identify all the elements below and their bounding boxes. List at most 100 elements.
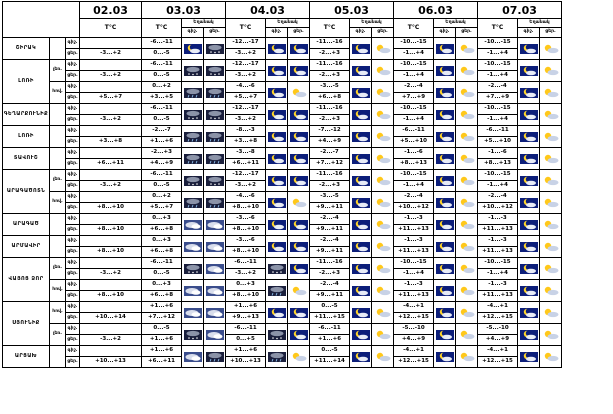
sun-cloud-icon bbox=[371, 235, 394, 258]
sun-cloud-icon bbox=[539, 125, 562, 148]
cloud-rain-icon bbox=[203, 81, 226, 104]
moon-cloud-icon bbox=[287, 213, 310, 236]
cloud-icon bbox=[203, 213, 226, 236]
temperature-cell: -3...-8 bbox=[225, 147, 266, 159]
temperature-cell: -2...+3 bbox=[309, 48, 350, 60]
cloud-icon bbox=[203, 323, 226, 346]
temperature-cell: -2...-4 bbox=[477, 191, 518, 203]
temperature-cell: -1...+4 bbox=[393, 180, 434, 192]
moon-cloud-icon bbox=[265, 37, 288, 60]
moon-cloud-icon bbox=[433, 103, 456, 126]
cloud-snow-icon bbox=[265, 257, 288, 280]
region-name: ԼՈՌԻ bbox=[2, 59, 50, 104]
temperature-cell: 0...+3 bbox=[141, 213, 182, 225]
temperature-cell: +7...+12 bbox=[141, 312, 182, 324]
cloud-snow-icon bbox=[203, 169, 226, 192]
temperature-cell: 0...-5 bbox=[141, 48, 182, 60]
temp-header: T°C bbox=[141, 18, 182, 38]
moon-cloud-icon bbox=[349, 81, 372, 104]
temperature-cell: +11...+15 bbox=[309, 312, 350, 324]
temperature-cell bbox=[79, 191, 142, 203]
temperature-cell: +12...+15 bbox=[393, 312, 434, 324]
temperature-cell: -4...+1 bbox=[393, 301, 434, 313]
temperature-cell: +7...+9 bbox=[393, 92, 434, 104]
temperature-cell: -10...-15 bbox=[477, 103, 518, 115]
weather-header: Եղանակ bbox=[181, 18, 226, 28]
temperature-cell: +3...+8 bbox=[79, 136, 142, 148]
time-of-day-label: ցեր. bbox=[65, 92, 80, 104]
temperature-cell: 0...-5 bbox=[309, 301, 350, 313]
time-of-day-label: ցեր. bbox=[65, 136, 80, 148]
day-header: ցեր. bbox=[203, 27, 226, 38]
temperature-cell bbox=[79, 147, 142, 159]
temperature-cell: +8...+10 bbox=[79, 202, 142, 214]
temperature-cell: -1...+4 bbox=[393, 70, 434, 82]
moon-cloud-icon bbox=[349, 103, 372, 126]
moon-cloud-icon bbox=[517, 235, 540, 258]
sun-cloud-icon bbox=[371, 81, 394, 104]
temperature-cell: -10...-15 bbox=[477, 37, 518, 49]
moon-cloud-icon bbox=[517, 301, 540, 324]
sun-cloud-icon bbox=[455, 169, 478, 192]
temperature-cell: 0...+2 bbox=[141, 191, 182, 203]
temperature-cell: -2...+3 bbox=[309, 268, 350, 280]
temperature-cell: -10...-15 bbox=[393, 257, 434, 269]
temperature-cell: +8...+10 bbox=[79, 290, 142, 302]
temperature-cell: +6...+11 bbox=[141, 356, 182, 368]
region-row: լեռ. գիշ. 0...-5 -6...-11 -6...-11 -5...-10 -5… bbox=[3, 323, 562, 346]
date-header: 03.03 bbox=[141, 1, 226, 19]
temperature-cell: -1...+4 bbox=[477, 114, 518, 126]
cloud-icon bbox=[181, 279, 204, 302]
temperature-cell: -3...+2 bbox=[225, 70, 266, 82]
moon-cloud-icon bbox=[349, 235, 372, 258]
moon-cloud-icon bbox=[349, 125, 372, 148]
moon-cloud-icon bbox=[349, 323, 372, 346]
temperature-cell: -3...+2 bbox=[79, 334, 142, 346]
temperature-cell: +3...+5 bbox=[141, 92, 182, 104]
region-row: հով. գիշ. 0...+2 -4...-6 -3...-5 -2...-4 -2...… bbox=[3, 191, 562, 214]
temperature-cell: +8...+10 bbox=[79, 246, 142, 258]
temperature-cell bbox=[79, 301, 142, 313]
moon-cloud-icon bbox=[433, 279, 456, 302]
sun-cloud-icon bbox=[371, 191, 394, 214]
region-row: ՏԱՎՈՒՇ գիշ. -2...+3 -3...-8 -2...-7 -1...-6 -1… bbox=[2, 147, 562, 170]
region-row: ԳԵՂԱՐՔՈՒՆԻՔ գիշ. -6...-11 -12...-17 -11...-1… bbox=[2, 103, 562, 126]
temperature-cell: -2...-7 bbox=[141, 125, 182, 137]
temperature-cell: +9...+11 bbox=[309, 224, 350, 236]
cloud-icon bbox=[203, 235, 226, 258]
terrain-label bbox=[49, 103, 66, 126]
time-of-day-label: ցեր. bbox=[65, 202, 80, 214]
time-of-day-label: գիշ. bbox=[65, 257, 80, 269]
temperature-cell: -2...-4 bbox=[309, 235, 350, 247]
header-corner bbox=[2, 1, 80, 38]
temperature-cell bbox=[79, 235, 142, 247]
moon-cloud-icon bbox=[287, 37, 310, 60]
temperature-cell: +1...+6 bbox=[141, 301, 182, 313]
temperature-cell bbox=[79, 169, 142, 181]
region-name: ԱՐԱԳԱԾՈՏՆ bbox=[2, 169, 50, 214]
time-of-day-header-row: գիշ. ցեր. գիշ. ցեր. գիշ. ցեր. գիշ. ցեր. գիշ. ցեր. bbox=[3, 27, 562, 38]
terrain-label bbox=[49, 147, 66, 170]
sun-cloud-icon bbox=[455, 235, 478, 258]
temperature-cell: -4...+1 bbox=[477, 301, 518, 313]
temperature-cell: -2...+3 bbox=[141, 147, 182, 159]
temperature-cell: +10...+14 bbox=[79, 312, 142, 324]
temperature-cell: -6...-11 bbox=[393, 125, 434, 137]
sun-cloud-icon bbox=[371, 279, 394, 302]
temperature-cell: -1...-3 bbox=[477, 235, 518, 247]
temperature-cell: -5...-10 bbox=[477, 323, 518, 335]
cloud-icon bbox=[203, 257, 226, 280]
night-header: գիշ. bbox=[349, 27, 372, 38]
temperature-cell: -3...-5 bbox=[309, 81, 350, 93]
temperature-cell: -2...-4 bbox=[393, 191, 434, 203]
temperature-cell bbox=[79, 37, 142, 49]
temperature-cell: -5...-10 bbox=[393, 323, 434, 335]
cloud-snow-icon bbox=[181, 59, 204, 82]
temperature-cell: +6...+8 bbox=[309, 92, 350, 104]
moon-cloud-icon bbox=[349, 279, 372, 302]
region-row: ցեր. +8...+10 +6...+8 +8...+10 +9...+11 +11..… bbox=[3, 224, 562, 236]
temperature-cell: 0...-5 bbox=[141, 70, 182, 82]
temperature-cell: -1...+4 bbox=[477, 48, 518, 60]
sun-cloud-icon bbox=[371, 37, 394, 60]
